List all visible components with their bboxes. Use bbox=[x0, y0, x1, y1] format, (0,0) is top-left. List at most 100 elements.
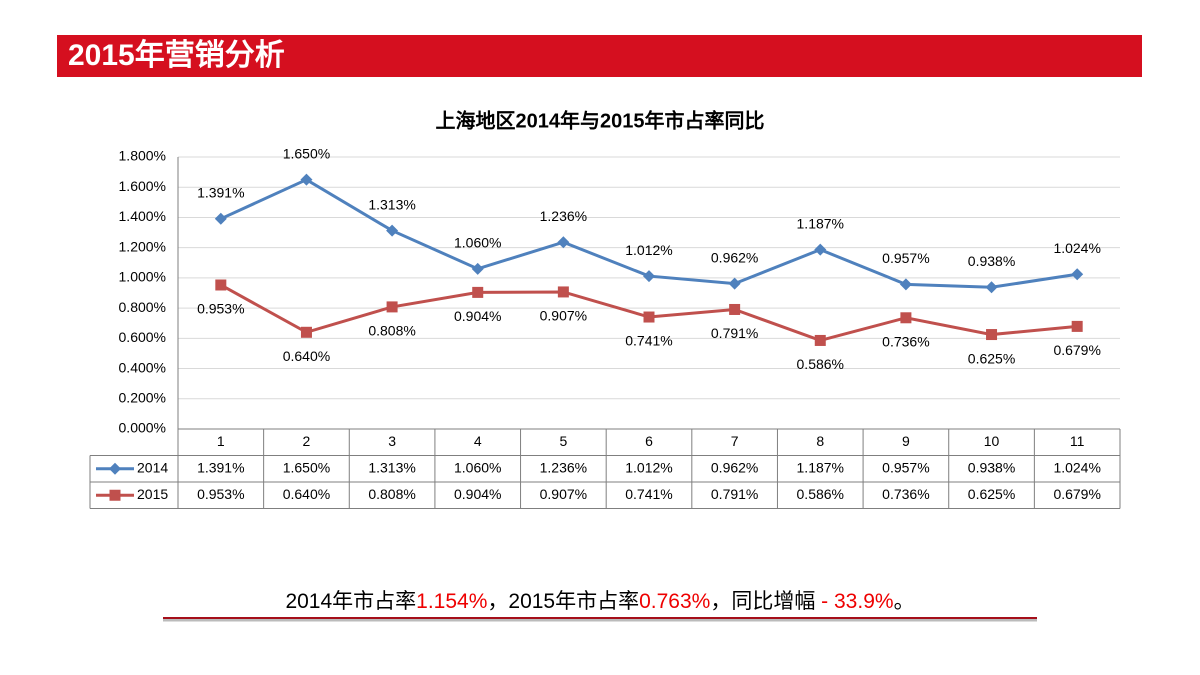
x-tick-label: 2 bbox=[303, 433, 311, 449]
summary-text: 2014年市占率 bbox=[285, 590, 416, 613]
x-tick-label: 10 bbox=[984, 433, 1000, 449]
data-label: 0.586% bbox=[797, 356, 844, 372]
data-label: 1.187% bbox=[797, 215, 844, 231]
summary-value: - 33.9% bbox=[815, 590, 893, 613]
marker bbox=[1071, 320, 1083, 332]
data-label: 0.953% bbox=[197, 301, 244, 317]
table-cell: 0.953% bbox=[197, 486, 244, 502]
table-cell: 1.060% bbox=[454, 459, 501, 475]
marker bbox=[814, 243, 827, 256]
table-cell: 0.904% bbox=[454, 486, 501, 502]
y-tick-label: 1.200% bbox=[119, 238, 166, 254]
x-tick-label: 7 bbox=[731, 433, 739, 449]
marker bbox=[728, 277, 741, 290]
table-cell: 0.741% bbox=[625, 486, 672, 502]
table-cell: 0.791% bbox=[711, 486, 758, 502]
marker bbox=[557, 236, 570, 249]
marker bbox=[300, 326, 312, 338]
marker bbox=[729, 303, 741, 315]
table-cell: 0.640% bbox=[283, 486, 330, 502]
y-tick-label: 0.600% bbox=[119, 329, 166, 345]
summary-text: ，2015年市占率 bbox=[487, 590, 639, 613]
data-label: 0.679% bbox=[1053, 342, 1100, 358]
table-cell: 1.650% bbox=[283, 459, 330, 475]
marker bbox=[1071, 268, 1084, 281]
data-label: 1.236% bbox=[540, 208, 587, 224]
y-tick-label: 0.800% bbox=[119, 299, 166, 315]
marker bbox=[386, 301, 398, 313]
table-cell: 0.962% bbox=[711, 459, 758, 475]
marker bbox=[386, 224, 399, 237]
x-tick-label: 5 bbox=[559, 433, 567, 449]
data-label: 0.962% bbox=[711, 249, 758, 265]
table-cell: 1.024% bbox=[1053, 459, 1100, 475]
marker bbox=[557, 286, 569, 298]
table-cell: 0.625% bbox=[968, 486, 1015, 502]
y-tick-label: 1.000% bbox=[119, 269, 166, 285]
x-tick-label: 8 bbox=[816, 433, 824, 449]
y-tick-label: 0.000% bbox=[119, 420, 166, 436]
table-cell: 0.938% bbox=[968, 459, 1015, 475]
summary-text: ，同比增幅 bbox=[710, 590, 815, 613]
data-label: 1.012% bbox=[625, 242, 672, 258]
marker bbox=[472, 286, 484, 298]
x-tick-label: 3 bbox=[388, 433, 396, 449]
y-tick-label: 0.200% bbox=[119, 389, 166, 405]
marker bbox=[900, 312, 912, 324]
marker bbox=[643, 270, 655, 283]
data-label: 0.640% bbox=[283, 348, 330, 364]
table-cell: 1.236% bbox=[540, 459, 587, 475]
data-label: 0.741% bbox=[625, 333, 672, 349]
marker bbox=[814, 334, 826, 346]
y-tick-label: 1.800% bbox=[119, 148, 166, 164]
data-label: 1.060% bbox=[454, 235, 501, 251]
summary: 2014年市占率1.154%，2015年市占率0.763%，同比增幅 - 33.… bbox=[285, 590, 914, 613]
legend-label: 2014 bbox=[137, 459, 168, 475]
table-cell: 1.187% bbox=[797, 459, 844, 475]
marker bbox=[109, 489, 121, 501]
summary-text: 。 bbox=[894, 590, 915, 613]
table-cell: 0.679% bbox=[1053, 486, 1100, 502]
header-title: 2015年营销分析 bbox=[68, 39, 285, 72]
table-cell: 0.957% bbox=[882, 459, 929, 475]
x-tick-label: 11 bbox=[1070, 433, 1085, 449]
x-tick-label: 1 bbox=[217, 433, 225, 449]
data-label: 1.024% bbox=[1053, 240, 1100, 256]
table-cell: 1.313% bbox=[368, 459, 415, 475]
x-tick-label: 4 bbox=[474, 433, 482, 449]
marker bbox=[986, 329, 998, 341]
data-label: 0.808% bbox=[368, 323, 415, 339]
chart-title: 上海地区2014年与2015年市占率同比 bbox=[436, 108, 765, 132]
table-cell: 0.736% bbox=[882, 486, 929, 502]
legend-label: 2015 bbox=[137, 486, 168, 502]
table-cell: 0.808% bbox=[368, 486, 415, 502]
data-label: 0.938% bbox=[968, 253, 1015, 269]
data-label: 0.904% bbox=[454, 308, 501, 324]
data-label: 0.736% bbox=[882, 333, 929, 349]
data-label: 1.391% bbox=[197, 185, 244, 201]
y-tick-label: 1.400% bbox=[119, 208, 166, 224]
marker bbox=[215, 279, 227, 291]
table-cell: 1.012% bbox=[625, 459, 672, 475]
summary-value: 0.763% bbox=[639, 590, 710, 613]
table-cell: 0.586% bbox=[797, 486, 844, 502]
y-tick-label: 1.600% bbox=[119, 178, 166, 194]
data-label: 1.313% bbox=[368, 196, 415, 212]
x-tick-label: 9 bbox=[902, 433, 910, 449]
data-label: 0.791% bbox=[711, 325, 758, 341]
data-label: 1.650% bbox=[283, 145, 330, 161]
marker bbox=[899, 278, 912, 291]
marker bbox=[214, 212, 227, 225]
y-tick-label: 0.400% bbox=[119, 359, 166, 375]
marker bbox=[643, 311, 655, 323]
x-tick-label: 6 bbox=[645, 433, 653, 449]
table-cell: 0.907% bbox=[540, 486, 587, 502]
marker bbox=[300, 173, 313, 186]
marker bbox=[471, 262, 484, 275]
data-label: 0.625% bbox=[968, 350, 1015, 366]
data-label: 0.907% bbox=[540, 308, 587, 324]
data-label: 0.957% bbox=[882, 250, 929, 266]
table-cell: 1.391% bbox=[197, 459, 244, 475]
summary-value: 1.154% bbox=[416, 590, 487, 613]
